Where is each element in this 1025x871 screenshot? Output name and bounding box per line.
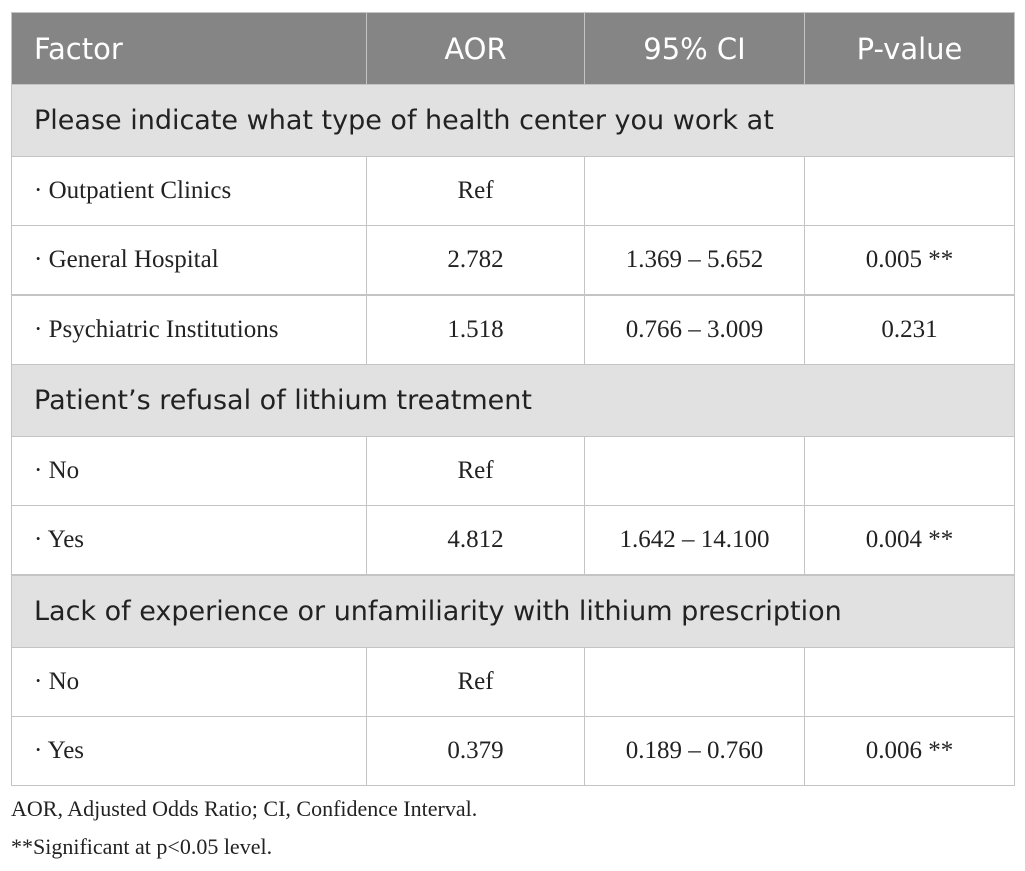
table-cell: Ref [366, 435, 585, 506]
section-header: Lack of experience or unfamiliarity with… [11, 574, 1015, 648]
row-label: · Yes [11, 505, 367, 576]
table-cell: 0.766 – 3.009 [584, 294, 805, 365]
table-cell: Ref [366, 156, 585, 226]
table-cell [804, 646, 1015, 717]
footnote: AOR, Adjusted Odds Ratio; CI, Confidence… [11, 796, 478, 821]
table-cell: 0.231 [804, 294, 1015, 365]
table-cell: 1.369 – 5.652 [584, 225, 805, 296]
table-cell: 0.004 ** [804, 505, 1015, 576]
row-label: · No [11, 646, 367, 717]
table-cell: 1.642 – 14.100 [584, 505, 805, 576]
table-cell [804, 435, 1015, 506]
table-cell: 1.518 [366, 294, 585, 365]
table-cell: 0.005 ** [804, 225, 1015, 296]
row-label: · Psychiatric Institutions [11, 294, 367, 365]
column-header: AOR [366, 12, 585, 85]
table-cell [804, 156, 1015, 226]
table-cell: 2.782 [366, 225, 585, 296]
table-cell [584, 646, 805, 717]
table-cell: 0.189 – 0.760 [584, 715, 805, 786]
section-header: Patient’s refusal of lithium treatment [11, 363, 1015, 437]
table-cell: 4.812 [366, 505, 585, 576]
column-header: 95% CI [584, 12, 805, 85]
row-label: · Yes [11, 715, 367, 786]
table-cell [584, 156, 805, 226]
column-header: P-value [804, 12, 1015, 85]
table-cell: 0.006 ** [804, 715, 1015, 786]
column-header: Factor [11, 12, 367, 85]
row-label: · General Hospital [11, 225, 367, 296]
footnote: **Significant at p<0.05 level. [11, 834, 273, 859]
row-label: · Outpatient Clinics [11, 156, 367, 226]
table-cell: 0.379 [366, 715, 585, 786]
table-cell: Ref [366, 646, 585, 717]
section-header: Please indicate what type of health cent… [11, 84, 1015, 157]
row-label: · No [11, 435, 367, 506]
table-cell [584, 435, 805, 506]
